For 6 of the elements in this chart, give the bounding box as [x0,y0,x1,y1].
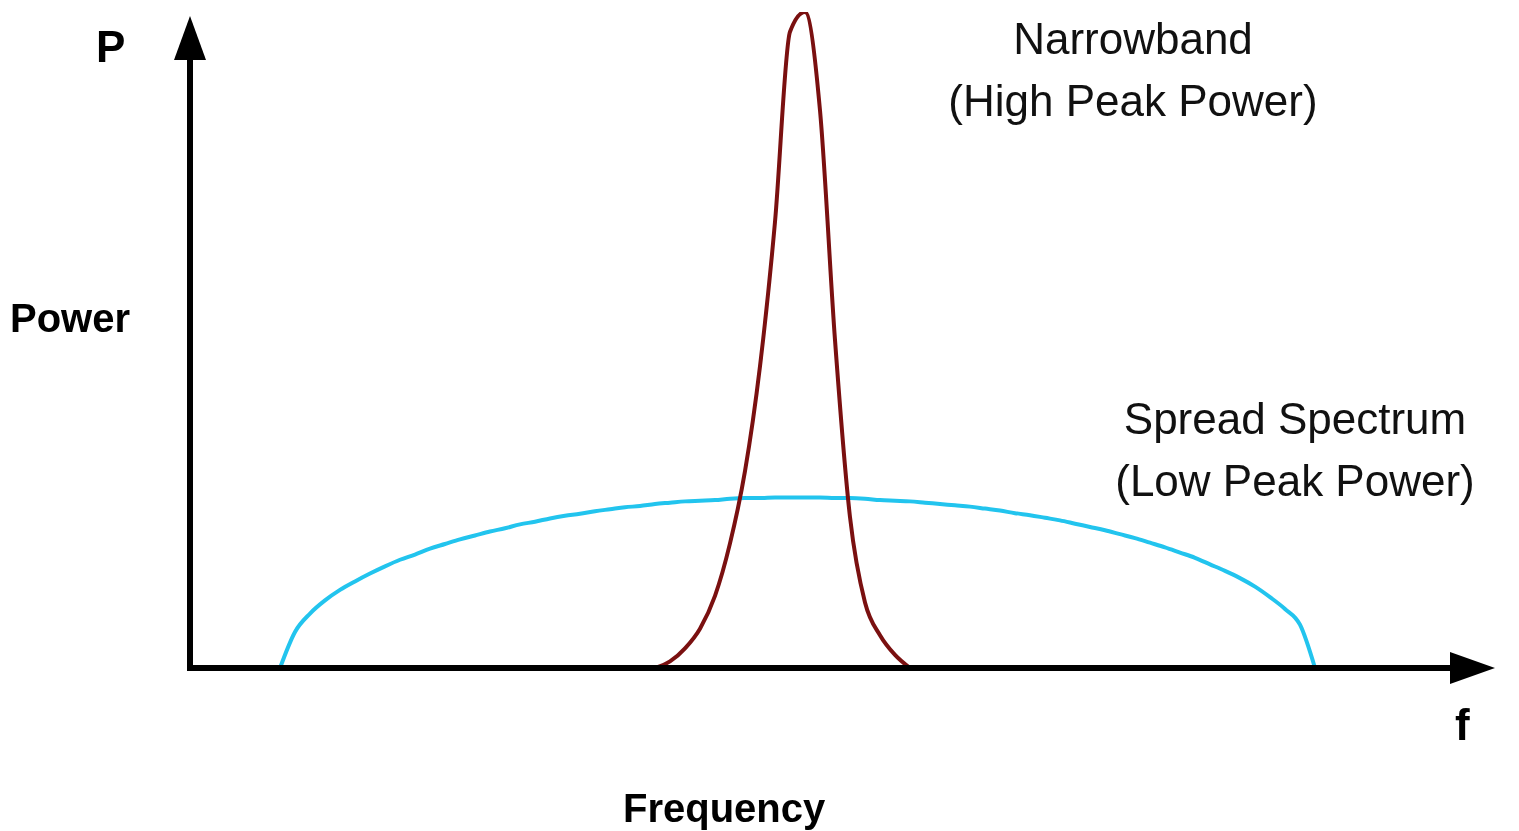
text: P [96,22,126,72]
y-axis-title: Power [10,296,131,341]
text: f [1455,700,1470,750]
text: Narrowband (High Peak Power) [947,13,1319,127]
x-axis-title: Frequency [623,786,826,831]
series-label: Spread Spectrum (Low Peak Power) [1114,393,1476,507]
